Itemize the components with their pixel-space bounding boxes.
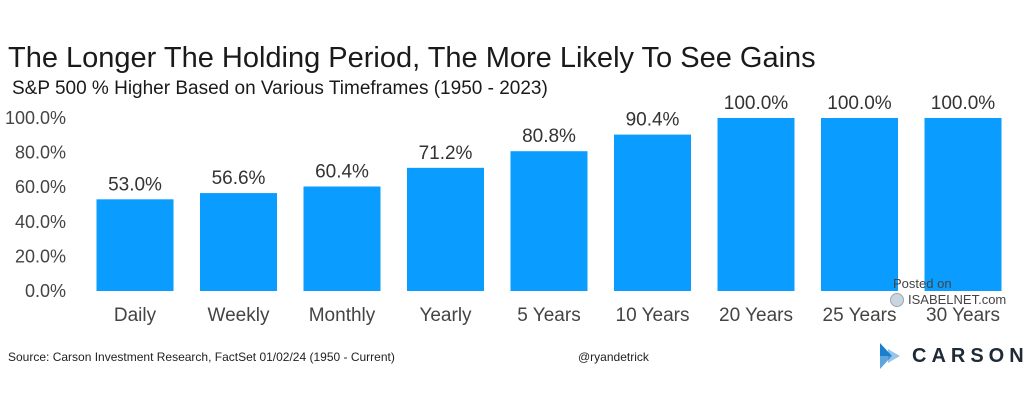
data-label: 100.0% bbox=[827, 93, 892, 114]
brand-logo: CARSON bbox=[878, 341, 1024, 371]
category-label: Yearly bbox=[419, 305, 472, 326]
source-note: Source: Carson Investment Research, Fact… bbox=[8, 350, 395, 364]
category-labels: Daily Weekly Monthly Yearly 5 Years 10 Years 2… bbox=[114, 305, 1000, 326]
watermark-posted: Posted on bbox=[893, 276, 1006, 291]
data-label: 56.6% bbox=[212, 168, 266, 189]
y-tick-label: 0.0% bbox=[25, 281, 66, 301]
bar bbox=[718, 118, 795, 291]
category-label: 25 Years bbox=[823, 305, 897, 326]
data-label: 90.4% bbox=[626, 110, 680, 131]
bar bbox=[511, 151, 588, 291]
y-tick-label: 80.0% bbox=[15, 143, 66, 163]
bar bbox=[200, 193, 277, 291]
y-tick-label: 40.0% bbox=[15, 212, 66, 232]
data-label: 80.8% bbox=[522, 126, 576, 147]
category-label: Monthly bbox=[309, 305, 376, 326]
bar bbox=[821, 118, 898, 291]
author-handle: @ryandetrick bbox=[578, 350, 649, 364]
y-tick-label: 60.0% bbox=[15, 177, 66, 197]
bar bbox=[304, 187, 381, 291]
y-tick-label: 100.0% bbox=[5, 108, 66, 128]
watermark-site: ISABELNET.com bbox=[908, 292, 1006, 307]
bar bbox=[614, 135, 691, 291]
category-label: 10 Years bbox=[616, 305, 690, 326]
data-label: 71.2% bbox=[419, 143, 473, 164]
globe-icon bbox=[890, 293, 904, 307]
category-label: 30 Years bbox=[926, 305, 1000, 326]
data-label: 100.0% bbox=[931, 93, 996, 114]
data-label: 60.4% bbox=[315, 162, 369, 183]
brand-name: CARSON bbox=[912, 345, 1024, 368]
category-label: Daily bbox=[114, 305, 157, 326]
bar bbox=[407, 168, 484, 291]
carson-logo-icon bbox=[878, 341, 902, 371]
watermark: Posted on ISABELNET.com bbox=[890, 276, 1006, 307]
y-axis-ticks: 0.0% 20.0% 40.0% 60.0% 80.0% 100.0% bbox=[5, 108, 66, 301]
bar bbox=[97, 199, 174, 291]
data-label: 100.0% bbox=[724, 93, 789, 114]
y-tick-label: 20.0% bbox=[15, 246, 66, 266]
data-label: 53.0% bbox=[108, 174, 162, 195]
bar bbox=[925, 118, 1002, 291]
category-label: 5 Years bbox=[517, 305, 580, 326]
category-label: Weekly bbox=[208, 305, 270, 326]
category-label: 20 Years bbox=[719, 305, 793, 326]
